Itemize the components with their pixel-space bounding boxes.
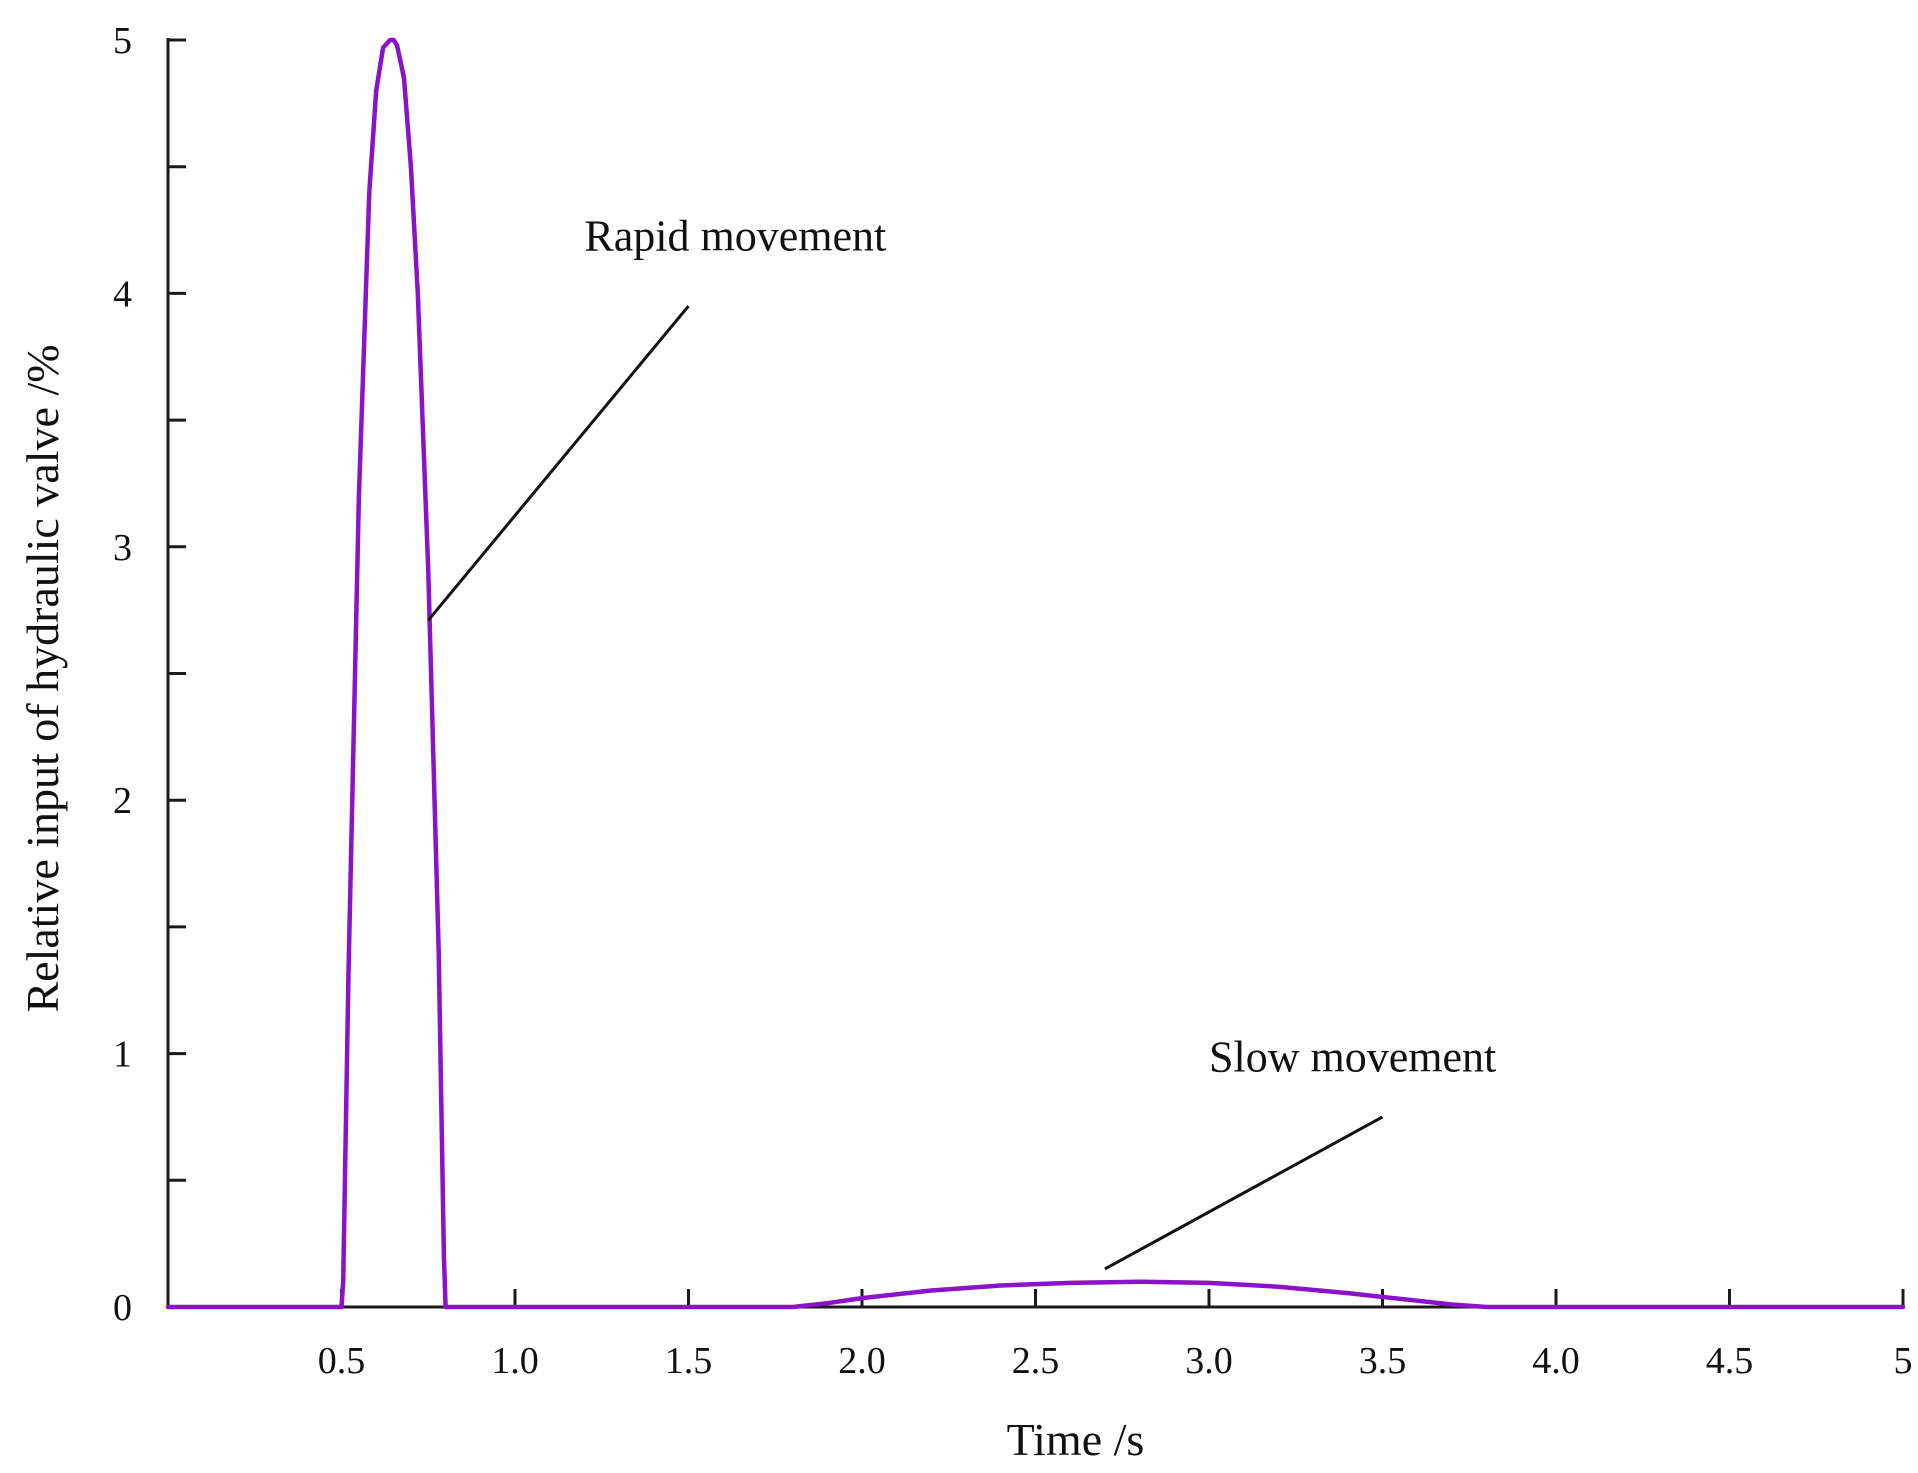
x-tick-label: 4.5 xyxy=(1706,1340,1754,1382)
x-tick-label: 1.0 xyxy=(491,1340,539,1382)
y-axis-title: Relative input of hydraulic valve /% xyxy=(17,344,68,1012)
y-tick-label: 0 xyxy=(113,1287,132,1329)
x-tick-label: 4.0 xyxy=(1532,1340,1580,1382)
axes xyxy=(166,38,1903,1309)
x-tick-label: 3.0 xyxy=(1185,1340,1233,1382)
x-axis-title: Time /s xyxy=(1007,1414,1145,1465)
annotation-label: Slow movement xyxy=(1209,1032,1496,1081)
y-tick-label: 3 xyxy=(113,527,132,569)
x-tick-label: 2.0 xyxy=(838,1340,886,1382)
annotation-leader-line xyxy=(427,305,690,622)
annotation-layer: Rapid movement Slow movement xyxy=(427,211,1496,1271)
x-tick-label: 2.5 xyxy=(1012,1340,1060,1382)
series-line-0 xyxy=(165,37,1906,1310)
y-tick-label: 2 xyxy=(113,780,132,822)
x-tick-label: 5 xyxy=(1894,1340,1913,1382)
y-tick-label: 4 xyxy=(113,273,132,315)
annotation-label: Rapid movement xyxy=(584,211,886,260)
x-tick-label: 1.5 xyxy=(665,1340,713,1382)
x-ticks: 0.5 1.0 1.5 2.0 2.5 3.0 3.5 4.0 4.5 5 xyxy=(318,1289,1913,1382)
x-tick-label: 3.5 xyxy=(1359,1340,1407,1382)
y-tick-label: 1 xyxy=(113,1034,132,1076)
x-tick-label: 0.5 xyxy=(318,1340,366,1382)
y-ticks: 0 1 2 3 4 5 xyxy=(113,20,186,1329)
annotation-leader-line xyxy=(1104,1115,1384,1271)
y-tick-label: 5 xyxy=(113,20,132,62)
series-layer xyxy=(165,37,1906,1310)
